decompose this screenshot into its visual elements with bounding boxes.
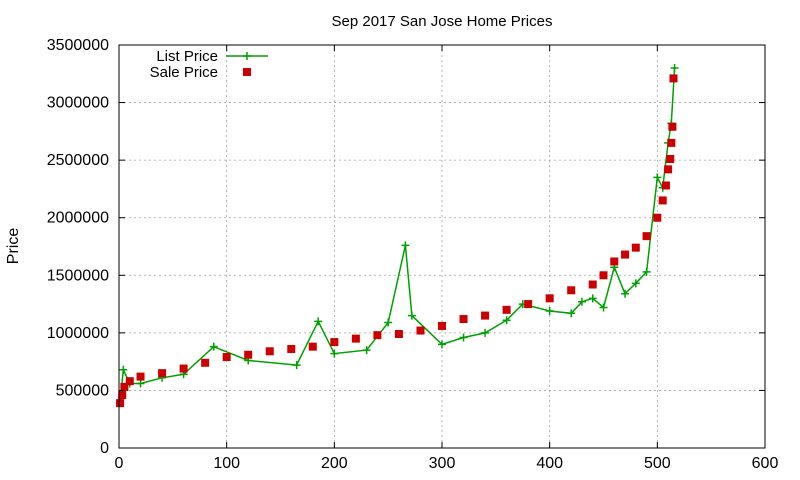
- list-price-point: [481, 328, 490, 337]
- sale-price-point: [201, 358, 210, 367]
- list-price-point: [330, 349, 339, 358]
- sale-price-point: [667, 138, 676, 147]
- tick-layer: 0 500000 1000000 1500000 2000000 2500000 30000…: [47, 37, 779, 472]
- list-price-point: [362, 346, 371, 355]
- y-tick-label: 3000000: [47, 95, 109, 112]
- list-price-point: [653, 173, 662, 182]
- list-price-point: [292, 361, 301, 370]
- list-price-point: [599, 303, 608, 312]
- list-price-point: [136, 379, 145, 388]
- sale-price-point: [308, 342, 317, 351]
- legend-swatch-sale-price: [243, 68, 251, 76]
- list-price-point: [314, 317, 323, 326]
- sale-price-point: [669, 74, 678, 83]
- sale-price-point: [664, 165, 673, 174]
- sale-price-point: [668, 122, 677, 131]
- sale-price-point: [481, 311, 490, 320]
- sale-price-point: [351, 334, 360, 343]
- sale-price-point: [120, 382, 129, 391]
- sale-price-point: [330, 338, 339, 347]
- sale-price-point: [136, 372, 145, 381]
- list-price-point: [621, 289, 630, 298]
- x-tick-label: 500: [644, 455, 671, 472]
- sale-price-point: [666, 154, 675, 163]
- sale-price-point: [545, 294, 554, 303]
- legend-marker-sale-price: [243, 68, 251, 76]
- sale-price-point: [438, 321, 446, 330]
- sale-price-point: [394, 330, 403, 339]
- list-price-point: [631, 279, 640, 288]
- sale-price-point: [287, 344, 296, 353]
- y-tick-label: 0: [100, 440, 109, 457]
- y-tick-label: 2500000: [47, 152, 109, 169]
- y-tick-label: 2000000: [47, 210, 109, 227]
- sale-price-point: [222, 353, 231, 362]
- legend-swatch-list-price: [226, 52, 268, 60]
- x-tick-label: 600: [752, 455, 779, 472]
- sale-price-point: [125, 377, 134, 386]
- list-price-point: [545, 306, 554, 315]
- sale-price-point: [179, 364, 188, 373]
- x-tick-label: 100: [213, 455, 240, 472]
- grid-layer: [119, 45, 765, 448]
- sale-price-point: [116, 399, 125, 408]
- legend-marker-list-price: [243, 52, 251, 60]
- x-tick-label: 200: [321, 455, 348, 472]
- sale-price-point: [642, 232, 651, 241]
- sale-price-point: [158, 369, 167, 378]
- legend: List Price Sale Price: [150, 48, 268, 81]
- list-price-line: [119, 67, 676, 404]
- x-tick-label: 300: [429, 455, 456, 472]
- sale-price-point: [416, 326, 425, 335]
- x-tick-label: 0: [115, 455, 124, 472]
- sale-price-point: [610, 257, 619, 266]
- legend-label-list-price: List Price: [156, 48, 218, 65]
- list-price-point: [401, 241, 410, 250]
- sale-price-point: [653, 213, 662, 222]
- list-price-point: [642, 267, 651, 276]
- list-price-point: [209, 342, 218, 351]
- data-layer: [116, 64, 679, 408]
- legend-label-sale-price: Sale Price: [150, 64, 218, 81]
- sale-price-point: [631, 243, 640, 252]
- y-tick-label: 1000000: [47, 325, 109, 342]
- sale-price-point: [244, 350, 253, 359]
- sale-price-point: [661, 181, 670, 190]
- y-axis-label: Price: [5, 228, 22, 265]
- sale-price-point: [621, 250, 630, 259]
- list-price-point: [670, 64, 679, 73]
- list-price-point: [119, 365, 128, 374]
- list-price-point: [567, 309, 576, 318]
- sale-price-point: [265, 347, 274, 356]
- y-tick-label: 1500000: [47, 267, 109, 284]
- y-tick-label: 500000: [56, 382, 109, 399]
- sale-price-point: [599, 271, 608, 280]
- x-tick-label: 400: [536, 455, 563, 472]
- list-price-point: [438, 340, 446, 349]
- sale-price-point: [373, 331, 382, 340]
- list-price-point: [588, 294, 597, 303]
- sale-price-point: [118, 391, 127, 400]
- sale-price-point: [524, 300, 533, 309]
- list-price-point: [384, 318, 393, 327]
- list-price-point: [502, 316, 511, 325]
- sale-price-point: [658, 196, 667, 205]
- list-price-point: [459, 333, 468, 342]
- chart-title: Sep 2017 San Jose Home Prices: [332, 13, 553, 30]
- list-price-point: [407, 311, 416, 320]
- sale-price-point: [588, 280, 597, 289]
- y-tick-label: 3500000: [47, 37, 109, 54]
- sale-price-point: [502, 305, 511, 314]
- sale-price-point: [459, 315, 468, 324]
- list-price-point: [577, 297, 586, 306]
- sale-price-point: [567, 286, 576, 295]
